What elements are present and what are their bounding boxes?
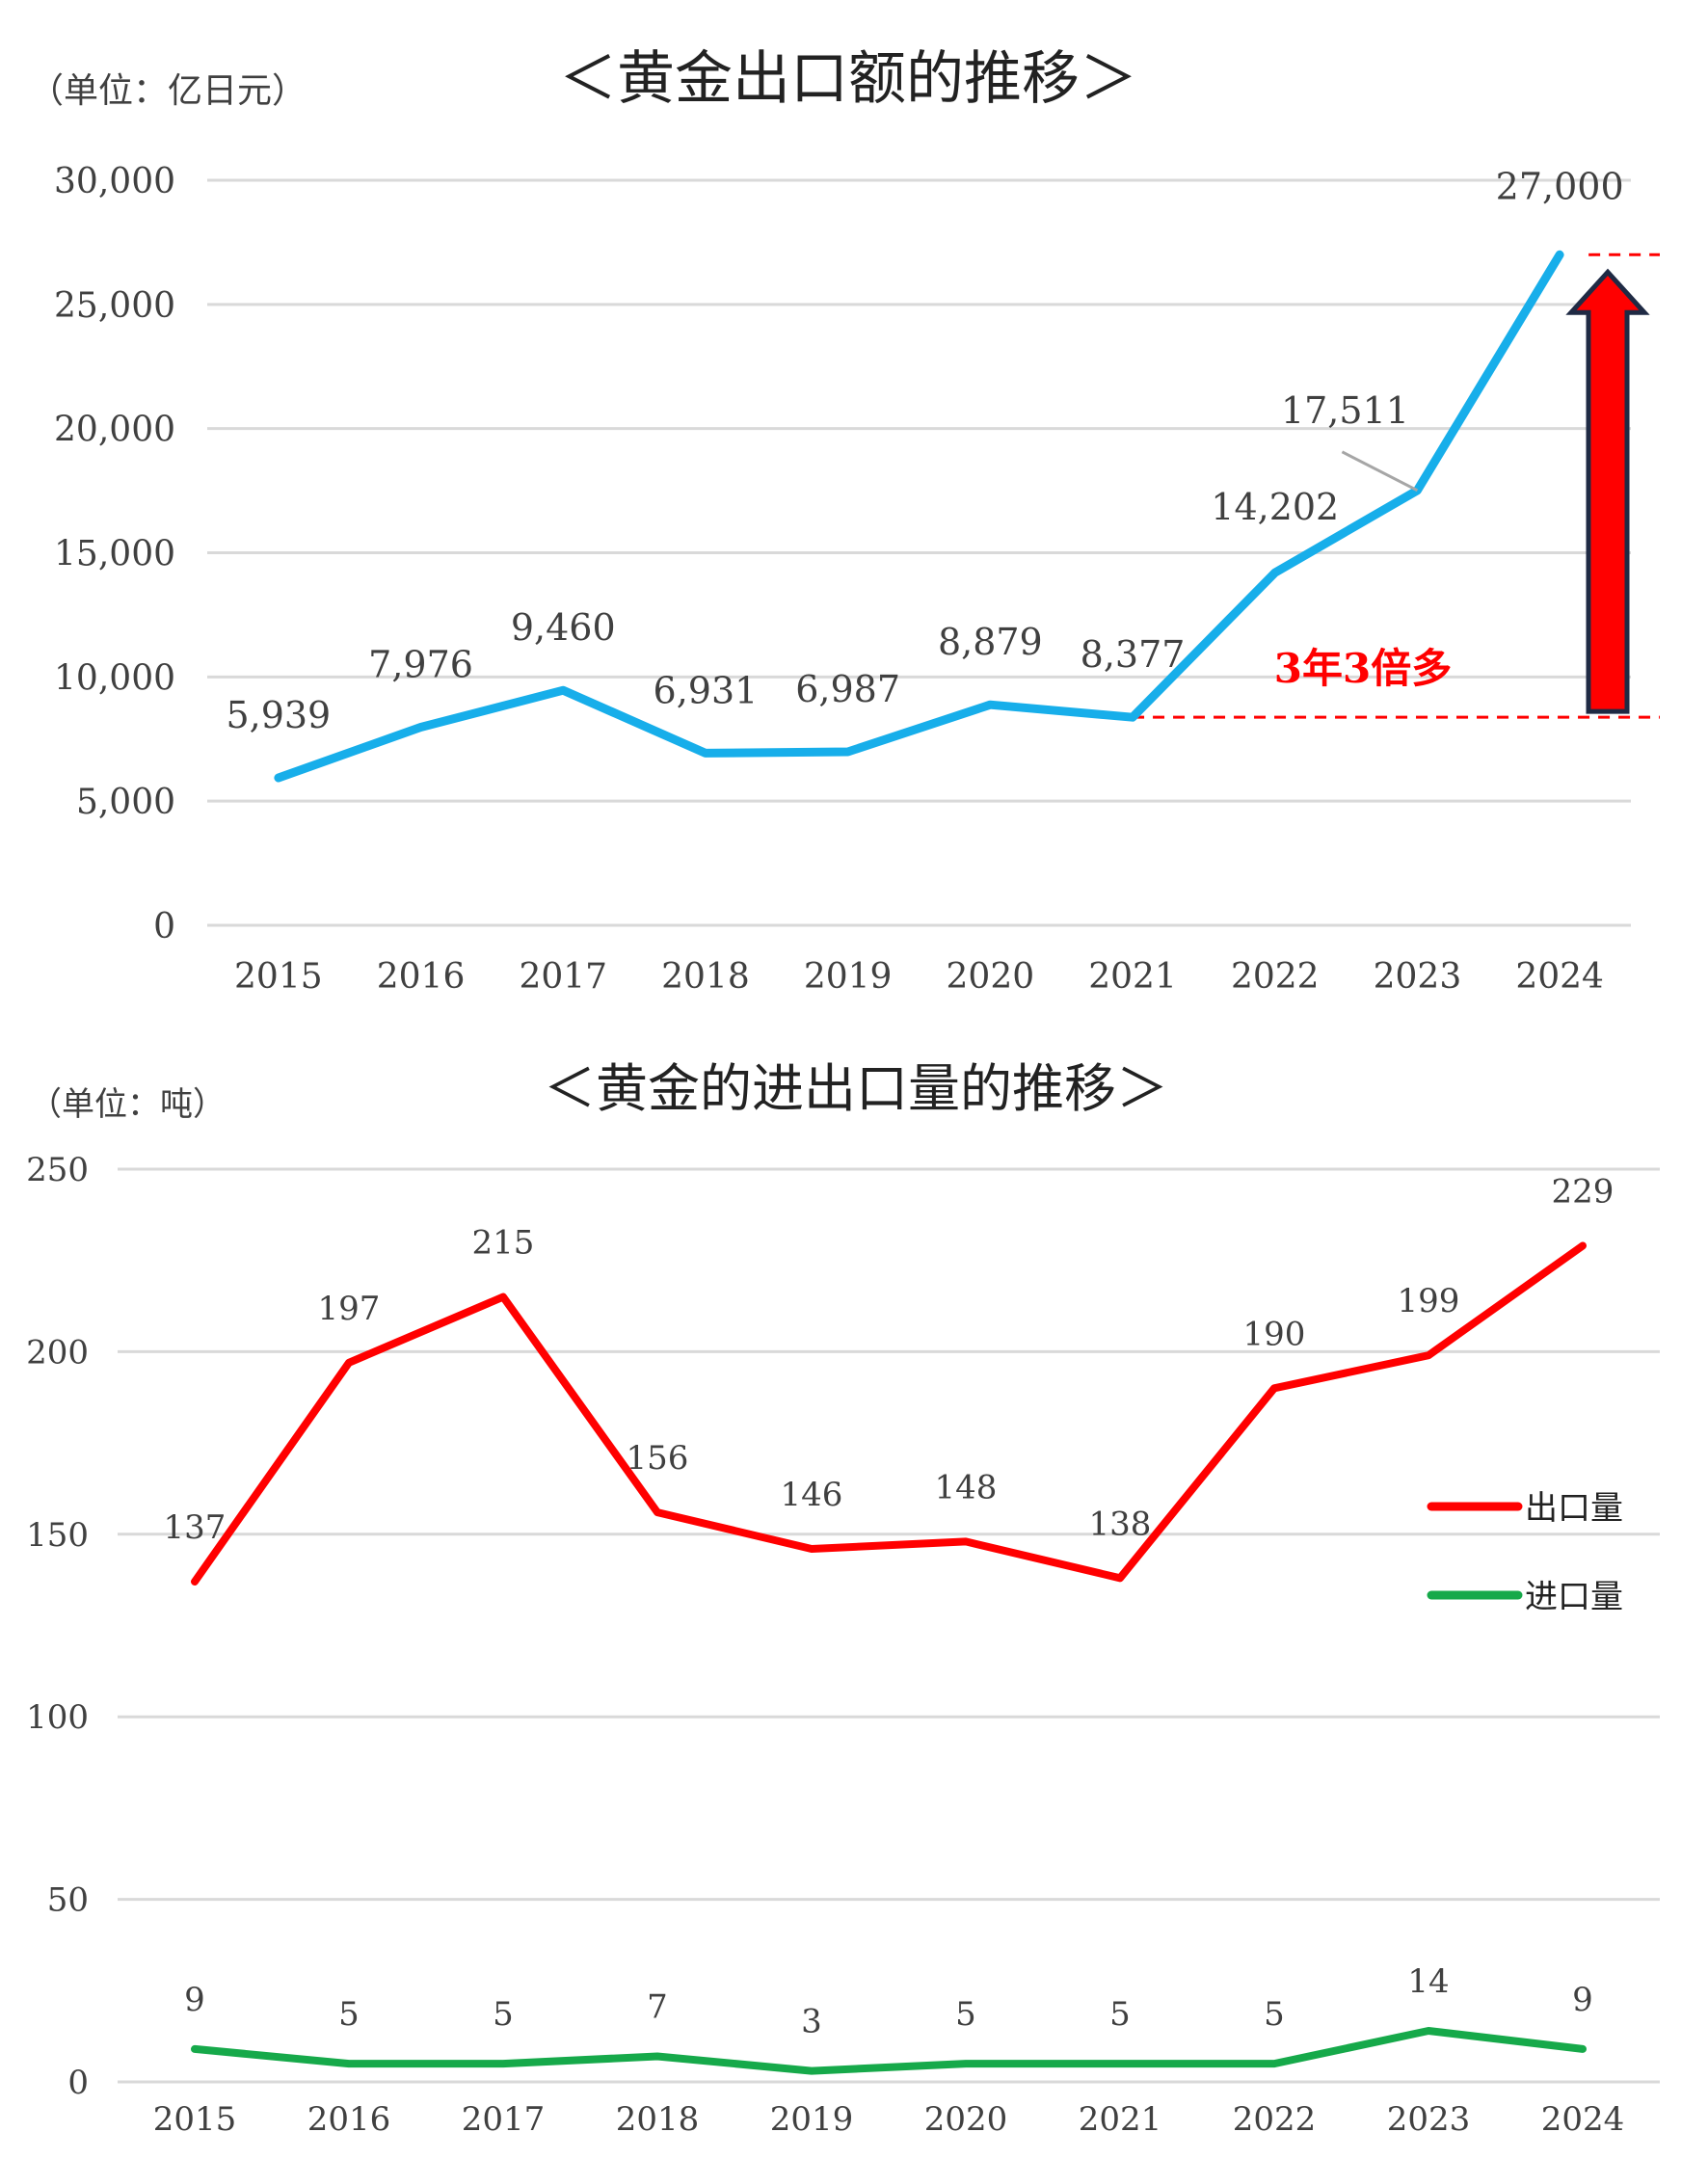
import-data-label: 5 [1264, 1995, 1285, 2034]
chart1-data-label: 6,931 [654, 669, 759, 711]
import-data-label: 7 [647, 1987, 668, 2026]
chart1-y-tick-label: 25,000 [54, 286, 175, 326]
export-data-label: 156 [627, 1439, 689, 1478]
export-value-chart: （单位：亿日元） ＜黄金出口额的推移＞ 30,000 25,000 20,000 15… [29, 45, 1660, 997]
chart2-x-tick-label: 2019 [770, 2100, 854, 2139]
import-data-label: 9 [1572, 1981, 1593, 2019]
chart1-y-tick-label: 30,000 [54, 162, 175, 201]
export-data-label: 146 [781, 1476, 843, 1514]
import-data-label: 9 [184, 1981, 205, 2019]
chart1-data-label: 27,000 [1496, 165, 1624, 207]
chart1-x-tick-label: 2022 [1231, 957, 1320, 997]
chart2-y-tick-label: 200 [26, 1333, 89, 1372]
growth-arrow-shape [1565, 268, 1650, 714]
chart2-legend: 出口量 进口量 [1427, 1489, 1623, 1616]
chart2-y-tick-label: 150 [26, 1516, 89, 1555]
chart1-y-tick-label: 10,000 [54, 658, 175, 698]
chart2-gridlines [118, 1167, 1660, 2084]
chart1-x-tick-label: 2023 [1374, 957, 1462, 997]
chart1-data-label: 14,202 [1211, 486, 1339, 528]
chart2-x-tick-label: 2020 [924, 2100, 1008, 2139]
legend-label-import: 进口量 [1525, 1578, 1623, 1616]
chart1-gridlines [207, 178, 1631, 927]
chart1-x-axis: 2015 2016 2017 2018 2019 2020 2021 2022 2023 2024 [234, 957, 1604, 997]
chart2-x-tick-label: 2016 [307, 2100, 391, 2139]
chart2-x-tick-label: 2017 [462, 2100, 546, 2139]
growth-arrow-icon [1565, 268, 1650, 714]
export-data-label: 229 [1552, 1173, 1615, 1212]
chart1-data-label: 7,976 [368, 643, 473, 685]
export-data-label: 137 [164, 1508, 227, 1547]
chart1-label-leader [1341, 450, 1419, 493]
chart1-data-label: 9,460 [511, 606, 616, 649]
chart1-series-line [274, 250, 1564, 783]
export-data-label: 197 [318, 1290, 381, 1328]
import-volume-line [191, 2027, 1587, 2075]
export-data-label: 190 [1243, 1315, 1306, 1353]
chart1-y-tick-label: 20,000 [54, 411, 175, 450]
export-data-label: 148 [935, 1468, 998, 1506]
chart1-x-tick-label: 2015 [234, 957, 323, 997]
chart2-unit-label: （单位：吨） [29, 1085, 226, 1124]
chart1-data-label: 8,377 [1081, 633, 1186, 676]
chart2-x-tick-label: 2015 [153, 2100, 237, 2139]
chart2-data-labels: 137 197 215 156 146 148 138 190 199 229 9 5 5 7 3 5 5 5 14… [164, 1173, 1615, 2041]
chart1-series [274, 250, 1564, 783]
chart1-y-axis: 30,000 25,000 20,000 15,000 10,000 5,000 0 [54, 162, 175, 946]
chart1-x-tick-label: 2016 [377, 957, 466, 997]
chart2-x-tick-label: 2023 [1387, 2100, 1471, 2139]
chart1-data-labels: 5,939 7,976 9,460 6,931 6,987 8,879 8,377 14,20… [226, 165, 1623, 736]
chart2-x-tick-label: 2024 [1541, 2100, 1625, 2139]
chart1-unit-label: （单位：亿日元） [29, 71, 307, 111]
chart1-data-label: 8,879 [938, 621, 1043, 663]
chart1-x-tick-label: 2018 [661, 957, 750, 997]
volume-chart: （单位：吨） ＜黄金的进出口量的推移＞ 250 200 150 100 50 0 2015… [26, 1058, 1660, 2139]
chart1-x-tick-label: 2020 [947, 957, 1035, 997]
import-data-label: 5 [955, 1995, 976, 2034]
chart1-growth-guides [1133, 253, 1660, 719]
export-volume-line [191, 1241, 1587, 1586]
chart1-data-label: 6,987 [795, 668, 900, 710]
export-data-label: 138 [1089, 1505, 1152, 1543]
import-data-label: 3 [801, 2003, 822, 2041]
chart1-x-tick-label: 2021 [1088, 957, 1177, 997]
chart2-x-tick-label: 2018 [616, 2100, 700, 2139]
export-data-label: 199 [1398, 1282, 1460, 1320]
chart1-data-label: 5,939 [226, 694, 331, 736]
import-data-label: 5 [1109, 1995, 1131, 2034]
chart1-data-label: 17,511 [1281, 389, 1409, 432]
growth-annotation: 3年3倍多 [1274, 645, 1452, 692]
chart1-x-tick-label: 2019 [804, 957, 893, 997]
chart2-y-tick-label: 100 [26, 1698, 89, 1737]
chart2-x-axis: 2015 2016 2017 2018 2019 2020 2021 2022 2023 2024 [153, 2100, 1625, 2139]
chart1-x-tick-label: 2024 [1515, 957, 1604, 997]
chart2-y-tick-label: 0 [67, 2064, 89, 2102]
chart2-series [191, 1241, 1587, 2075]
import-data-label: 5 [493, 1995, 514, 2034]
chart2-y-axis: 250 200 150 100 50 0 [26, 1151, 89, 2102]
import-data-label: 14 [1407, 1962, 1449, 2001]
chart1-x-tick-label: 2017 [519, 957, 607, 997]
legend-label-export: 出口量 [1525, 1489, 1623, 1528]
chart1-y-tick-label: 0 [153, 907, 175, 946]
export-data-label: 215 [472, 1224, 535, 1263]
chart2-y-tick-label: 50 [47, 1881, 89, 1920]
import-data-label: 5 [338, 1995, 360, 2034]
chart2-x-tick-label: 2021 [1079, 2100, 1162, 2139]
chart1-y-tick-label: 15,000 [54, 535, 175, 574]
chart1-y-tick-label: 5,000 [76, 783, 175, 822]
chart2-x-tick-label: 2022 [1233, 2100, 1317, 2139]
chart2-title: ＜黄金的进出口量的推移＞ [544, 1058, 1168, 1119]
chart2-y-tick-label: 250 [26, 1151, 89, 1189]
chart1-title: ＜黄金出口额的推移＞ [559, 45, 1137, 113]
